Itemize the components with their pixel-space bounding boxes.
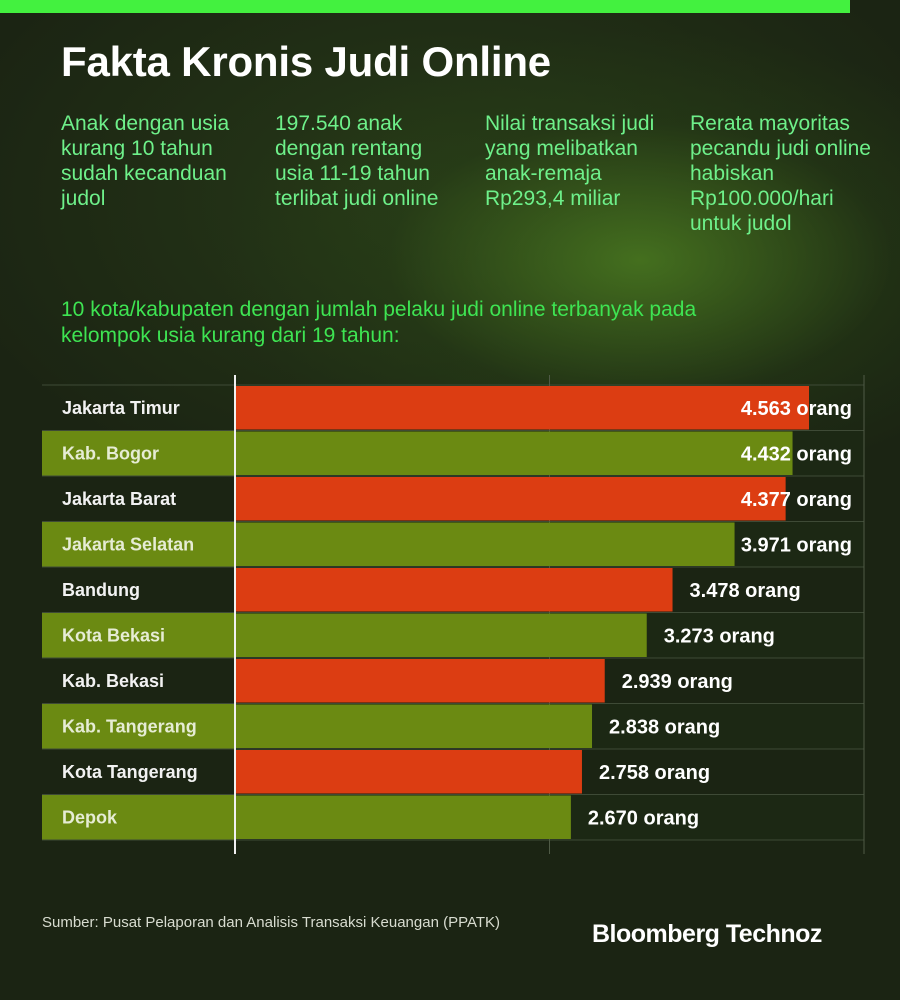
row-label-band (42, 430, 235, 476)
page-title: Fakta Kronis Judi Online (61, 38, 551, 85)
bar (235, 386, 810, 430)
bar (235, 613, 647, 657)
brand-logo: Bloomberg Technoz (592, 920, 822, 948)
value-label: 4.432 orang (741, 443, 852, 465)
category-label: Kota Tangerang (62, 762, 198, 782)
fact-1: Anak dengan usia kurang 10 tahun sudah k… (61, 112, 230, 210)
bar (235, 477, 786, 521)
category-label: Kota Bekasi (62, 625, 165, 645)
value-label: 3.478 orang (690, 580, 801, 602)
value-label: 3.273 orang (664, 625, 775, 647)
value-label: 4.563 orang (741, 398, 852, 420)
row-label-band (42, 794, 235, 840)
source-note: Sumber: Pusat Pelaporan dan Analisis Tra… (42, 914, 501, 931)
chart-title: 10 kota/kabupaten dengan jumlah pelaku j… (61, 298, 697, 347)
bar (235, 750, 582, 794)
value-label: 4.377 orang (741, 489, 852, 511)
category-label: Jakarta Barat (62, 489, 176, 509)
row-label-band (42, 612, 235, 658)
category-label: Depok (62, 807, 118, 827)
category-label: Jakarta Selatan (62, 534, 194, 554)
bar (235, 431, 793, 475)
row-label-band (42, 521, 235, 567)
category-label: Kab. Tangerang (62, 716, 197, 736)
value-label: 3.971 orang (741, 534, 852, 556)
value-label: 2.939 orang (622, 671, 733, 693)
value-label: 2.670 orang (588, 807, 699, 829)
category-label: Kab. Bekasi (62, 671, 164, 691)
category-label: Bandung (62, 580, 140, 600)
fact-2: 197.540 anak dengan rentang usia 11-19 t… (275, 112, 439, 210)
bar (235, 795, 571, 839)
top-accent-bar (0, 0, 850, 13)
bar (235, 568, 673, 612)
fact-3: Nilai transaksi judi yang melibatkan ana… (485, 112, 655, 210)
bar (235, 522, 735, 566)
value-label: 2.838 orang (609, 716, 720, 738)
bar (235, 704, 593, 748)
category-label: Jakarta Timur (62, 398, 180, 418)
bar (235, 659, 605, 703)
category-label: Kab. Bogor (62, 443, 159, 463)
fact-4: Rerata mayoritas pecandu judi online hab… (690, 112, 871, 235)
row-label-band (42, 703, 235, 749)
value-label: 2.758 orang (599, 762, 710, 784)
